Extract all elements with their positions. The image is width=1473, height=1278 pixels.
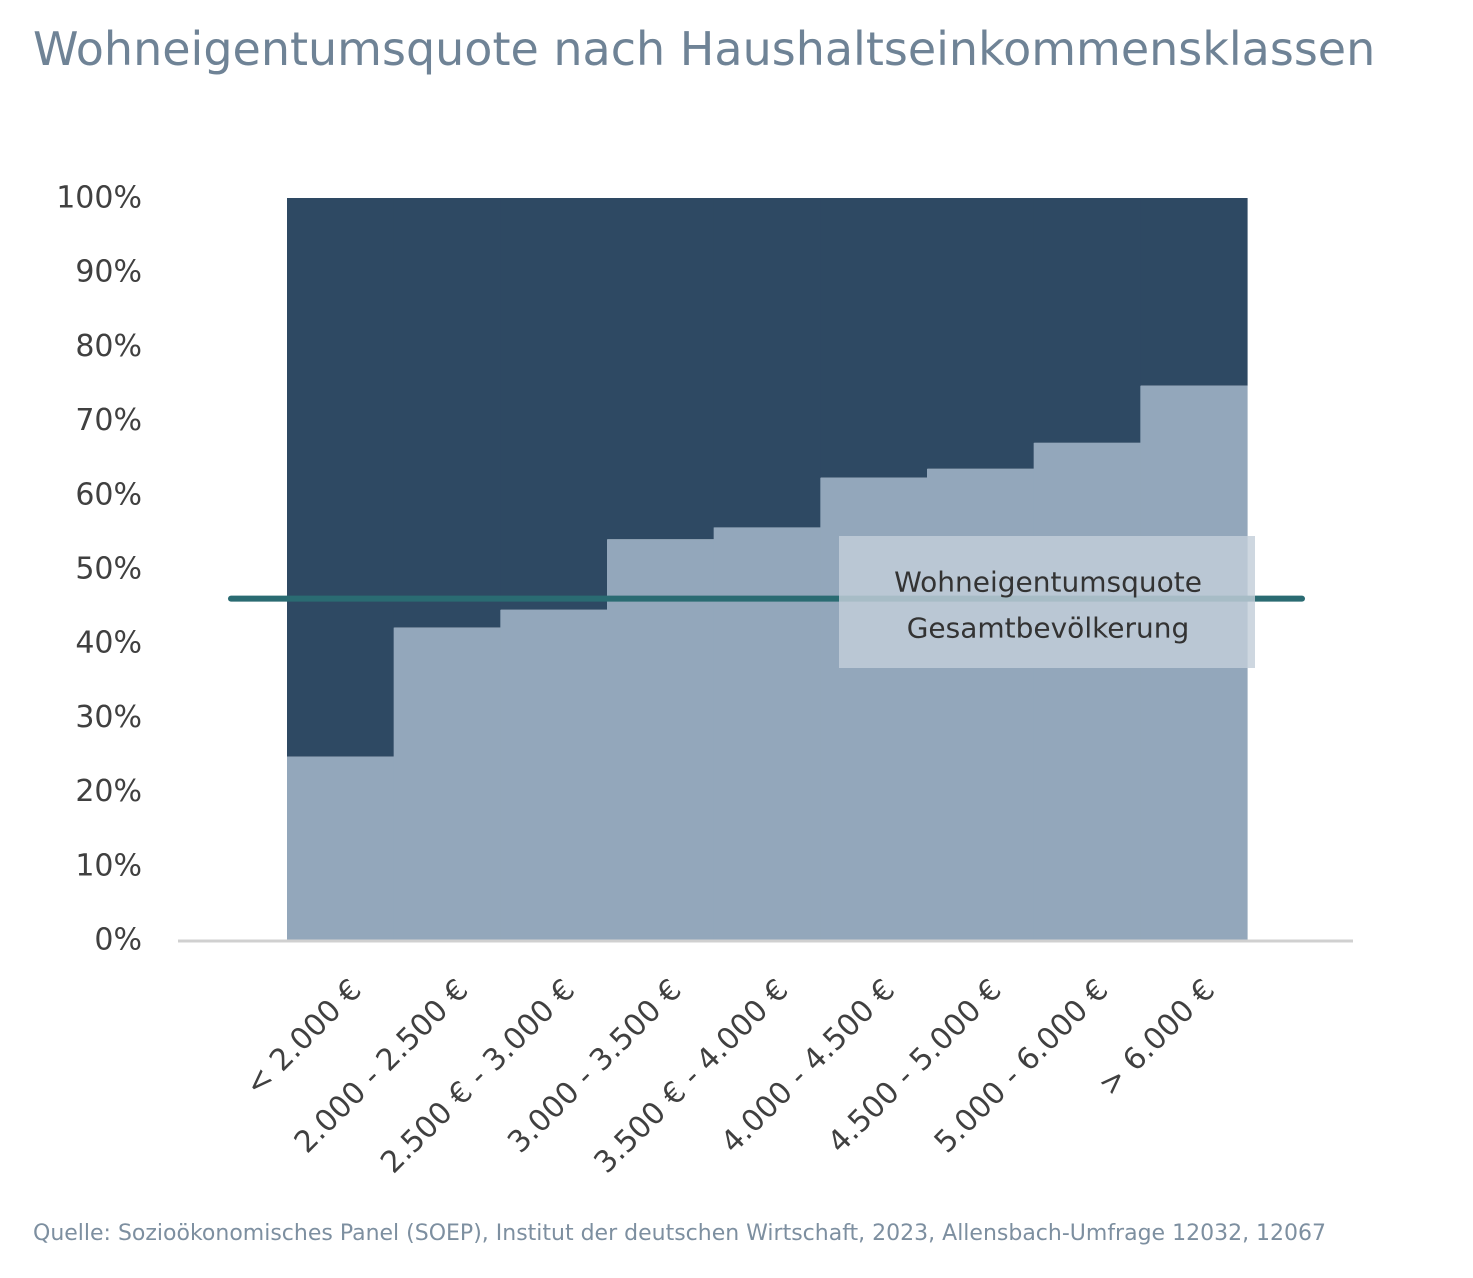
y-tick-label: 20% — [75, 774, 142, 809]
y-tick-label: 90% — [75, 255, 142, 290]
x-tick-label: 3.500 € - 4.000 € — [588, 973, 796, 1181]
y-tick-label: 10% — [75, 848, 142, 883]
y-tick-label: 40% — [75, 626, 142, 661]
y-tick-label: 100% — [56, 181, 142, 216]
column-owner-2 — [500, 609, 608, 940]
column-non-owner-8 — [1140, 198, 1248, 386]
y-tick-label: 50% — [75, 552, 142, 587]
column-non-owner-4 — [713, 198, 821, 528]
column-non-owner-0 — [287, 198, 395, 757]
y-tick-label: 0% — [94, 923, 142, 958]
column-non-owner-6 — [927, 198, 1035, 469]
column-owner-1 — [393, 627, 501, 940]
y-axis-ticks: 0% 10% 20% 30% 40% 50% 60% 70% 80% 90% 100% — [56, 181, 142, 958]
y-tick-label: 70% — [75, 403, 142, 438]
column-non-owner-2 — [500, 198, 608, 610]
y-tick-label: 30% — [75, 700, 142, 735]
chart-marks — [287, 198, 1248, 940]
column-owner-3 — [607, 539, 715, 940]
reference-annotation: Wohneigentumsquote Gesamtbevölkerung — [839, 536, 1255, 668]
column-non-owner-3 — [607, 198, 715, 540]
column-non-owner-5 — [820, 198, 928, 478]
x-tick-label: 2.500 € - 3.000 € — [374, 973, 582, 1181]
column-owner-4 — [713, 527, 821, 940]
column-owner-0 — [287, 756, 395, 940]
source-note: Quelle: Sozioökonomisches Panel (SOEP), … — [33, 1221, 1327, 1246]
chart-title: Wohneigentumsquote nach Haushaltseinkomm… — [33, 22, 1376, 76]
annotation-label-line: Wohneigentumsquote — [894, 566, 1202, 599]
column-non-owner-1 — [393, 198, 501, 628]
annotation-label-line: Gesamtbevölkerung — [907, 612, 1190, 645]
column-owner-7 — [1033, 442, 1141, 940]
y-tick-label: 60% — [75, 477, 142, 512]
column-non-owner-7 — [1033, 198, 1141, 443]
y-tick-label: 80% — [75, 329, 142, 364]
annotation-box — [839, 536, 1255, 668]
x-axis-ticks: < 2.000 €2.000 - 2.500 €2.500 € - 3.000 … — [238, 973, 1222, 1181]
x-tick-label: > 6.000 € — [1092, 973, 1222, 1103]
